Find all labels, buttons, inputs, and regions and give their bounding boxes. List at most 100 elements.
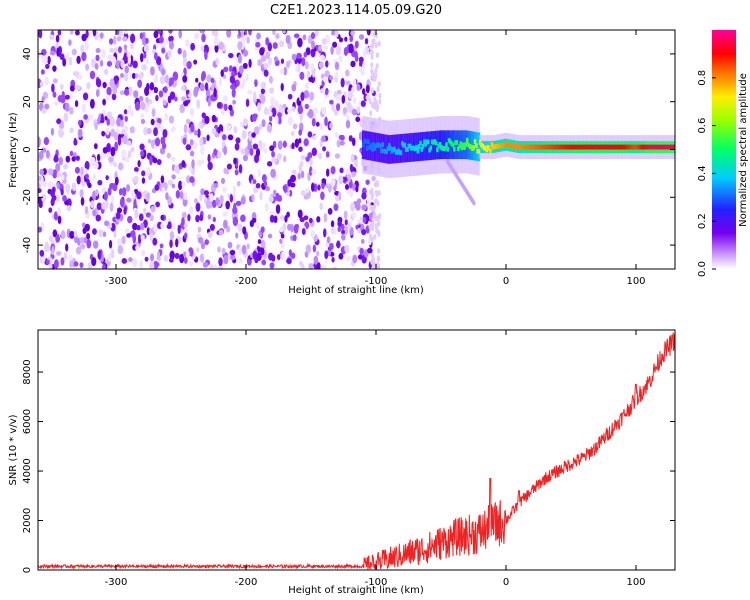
heatmap-speckle — [313, 255, 319, 265]
heatmap-speckle — [107, 253, 112, 262]
heatmap-speckle — [41, 193, 47, 203]
heatmap-speckle — [89, 70, 96, 80]
ridge-core — [642, 144, 646, 150]
heatmap-speckle — [238, 258, 243, 264]
heatmap-speckle — [285, 34, 291, 44]
heatmap-speckle — [193, 32, 200, 40]
ridge-core — [394, 149, 397, 155]
heatmap-speckle — [376, 52, 380, 59]
heatmap-speckle — [199, 253, 205, 263]
heatmap-speckle — [211, 127, 217, 135]
heatmap-speckle — [55, 234, 61, 243]
heatmap-speckle — [225, 168, 230, 175]
heatmap-speckle — [248, 30, 252, 36]
heatmap-speckle — [164, 74, 169, 84]
x-tick-label: 100 — [626, 577, 645, 588]
heatmap-speckle — [149, 232, 154, 242]
heatmap-speckle — [137, 79, 143, 88]
heatmap-speckle — [362, 62, 366, 71]
heatmap-speckle — [239, 83, 245, 90]
heatmap-speckle — [80, 243, 86, 250]
heatmap-speckle — [290, 223, 294, 233]
ridge-core — [581, 144, 585, 150]
ridge-core — [430, 139, 434, 145]
heatmap-speckle — [370, 87, 374, 94]
ridge-core — [362, 142, 365, 148]
ridge-core — [501, 143, 504, 148]
ridge-core — [423, 139, 426, 145]
heatmap-speckle — [374, 215, 378, 222]
heatmap-speckle — [241, 129, 247, 140]
heatmap-speckle — [106, 118, 111, 126]
heatmap-speckle — [83, 168, 89, 175]
heatmap-speckle — [130, 146, 135, 153]
heatmap-speckle — [50, 189, 55, 197]
heatmap-speckle — [292, 123, 298, 130]
heatmap-speckle — [45, 149, 50, 159]
heatmap-speckle — [216, 102, 222, 109]
heatmap-speckle — [259, 47, 265, 56]
heatmap-speckle — [221, 134, 227, 141]
heatmap-speckle — [150, 66, 155, 76]
ridge-core — [610, 144, 613, 150]
heatmap-speckle — [298, 146, 303, 152]
heatmap-speckle — [83, 237, 88, 244]
heatmap-speckle — [101, 49, 106, 58]
heatmap-speckle — [228, 52, 234, 59]
heatmap-speckle — [221, 186, 227, 193]
heatmap-speckle — [155, 201, 161, 208]
heatmap-speckle — [366, 30, 371, 36]
ridge-core — [659, 144, 663, 150]
heatmap-speckle — [242, 154, 249, 162]
heatmap-speckle — [75, 155, 80, 161]
ridge-core — [424, 141, 427, 147]
heatmap-speckle — [207, 97, 211, 107]
heatmap-speckle — [60, 174, 65, 181]
heatmap-speckle — [358, 34, 365, 40]
heatmap-speckle — [133, 90, 139, 98]
ridge-core — [391, 147, 395, 152]
heatmap-speckle — [91, 58, 96, 68]
ridge-core — [512, 143, 516, 149]
heatmap-speckle — [159, 243, 164, 249]
heatmap-speckle — [101, 130, 106, 137]
heatmap-speckle — [287, 93, 293, 100]
heatmap-speckle — [350, 60, 356, 68]
heatmap-speckle — [299, 113, 303, 122]
heatmap-speckle — [237, 54, 242, 64]
heatmap-speckle — [273, 215, 278, 224]
ridge-core — [601, 144, 604, 150]
heatmap-speckle — [185, 39, 190, 48]
heatmap-speckle — [223, 254, 229, 265]
heatmap-speckle — [303, 194, 309, 200]
ridge-band — [402, 133, 405, 163]
heatmap-speckle — [277, 116, 282, 125]
ridge-core — [399, 150, 403, 156]
heatmap-speckle — [323, 45, 329, 50]
heatmap-speckle — [369, 204, 373, 211]
ridge-core — [542, 144, 546, 150]
heatmap-speckle — [115, 211, 121, 220]
heatmap-speckle — [149, 261, 155, 269]
ridge-core — [594, 144, 598, 150]
ridge-band — [430, 131, 434, 160]
heatmap-speckle — [297, 37, 303, 48]
heatmap-speckle — [127, 150, 132, 158]
heatmap-speckle — [131, 190, 136, 201]
heatmap-speckle — [160, 222, 165, 229]
ridge-core — [466, 137, 469, 143]
ridge-core — [667, 144, 670, 150]
heatmap-speckle — [303, 51, 308, 58]
ridge-core — [443, 145, 447, 151]
ridge-core — [555, 144, 559, 150]
heatmap-speckle — [287, 108, 293, 114]
heatmap-speckle — [209, 193, 214, 202]
heatmap-speckle — [115, 128, 120, 134]
heatmap-speckle — [169, 91, 176, 100]
heatmap-speckle — [116, 207, 123, 214]
heatmap-speckle — [319, 122, 324, 131]
heatmap-speckle — [297, 105, 304, 115]
ridge-core — [417, 144, 421, 149]
heatmap-speckle — [181, 211, 187, 219]
heatmap-speckle — [120, 119, 124, 128]
